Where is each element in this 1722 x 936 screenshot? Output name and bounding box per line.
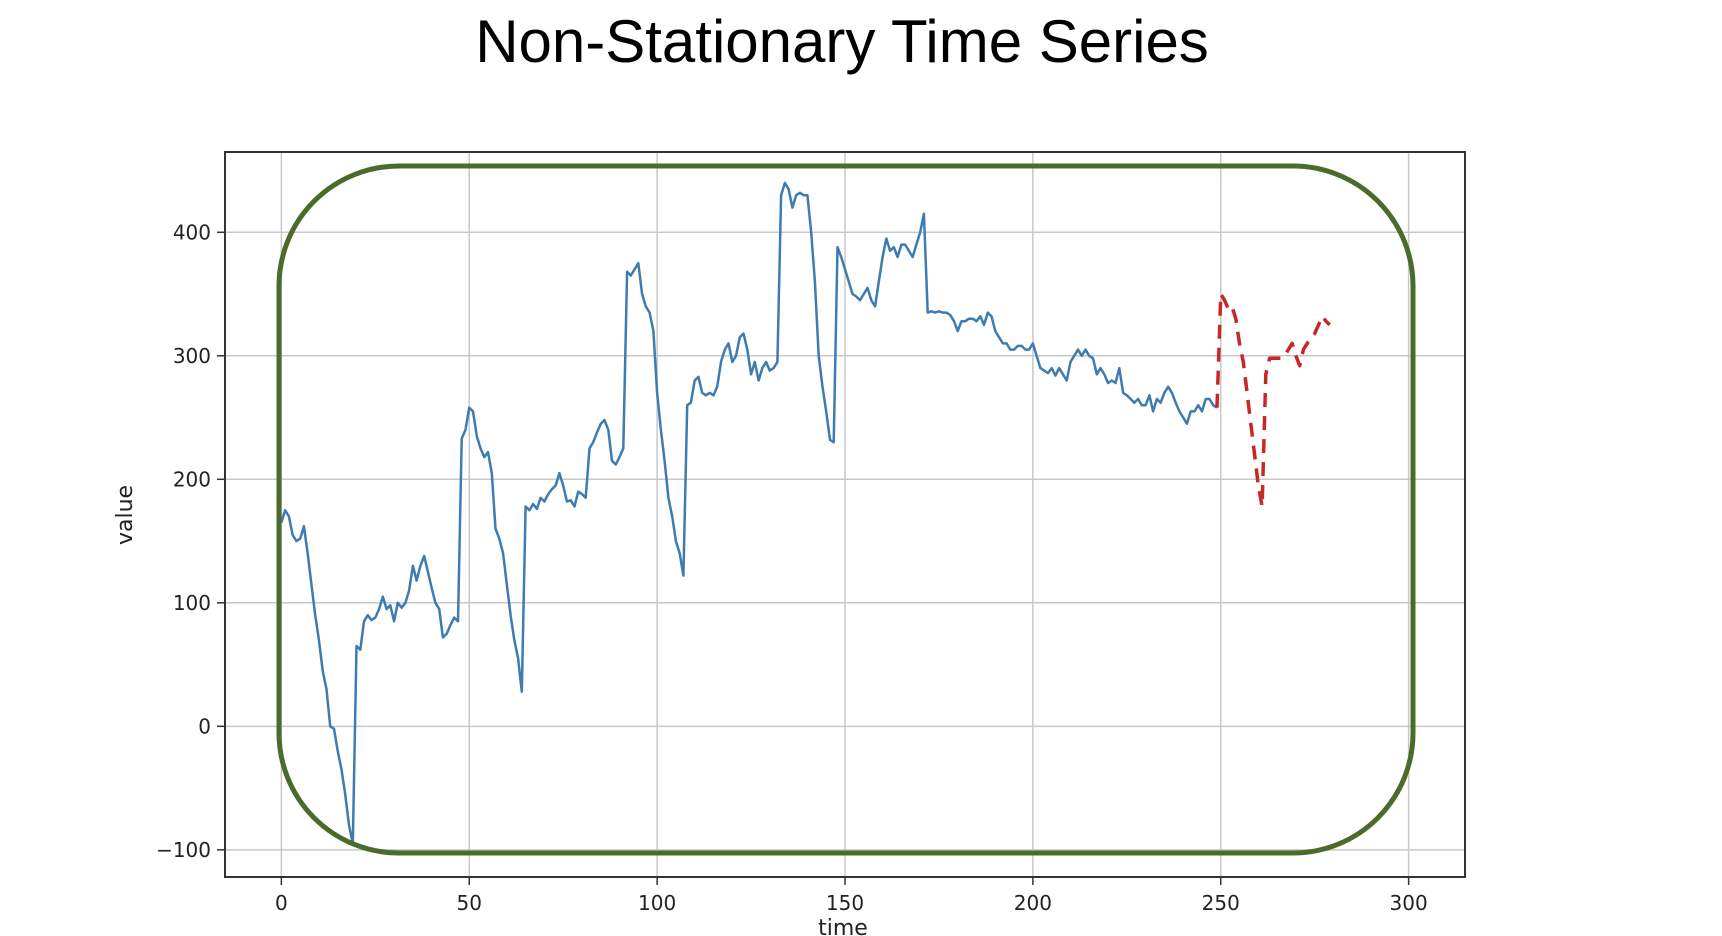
x-axis: 0 50 100 150 200 250 300 [275,877,1428,915]
x-tick-label: 100 [638,891,676,915]
x-tick-label: 200 [1014,891,1052,915]
y-axis: −100 0 100 200 300 400 [156,220,225,862]
y-tick-label: 0 [198,714,211,738]
x-tick-label: 250 [1202,891,1240,915]
y-tick-label: 300 [173,344,211,368]
y-tick-label: 200 [173,467,211,491]
y-axis-label: value [113,485,138,545]
grid [225,152,1465,877]
series-line [280,181,1218,845]
x-tick-label: 0 [275,891,288,915]
chart-title: Non-Stationary Time Series [475,8,1209,75]
x-tick-label: 300 [1390,891,1428,915]
forecast-line [1215,292,1331,509]
y-tick-label: −100 [156,838,211,862]
series-layer [280,181,1331,845]
y-tick-label: 400 [173,220,211,244]
x-axis-label: time [818,916,868,936]
highlight-box [276,163,1416,856]
y-tick-label: 100 [173,591,211,615]
x-tick-label: 150 [826,891,864,915]
x-tick-label: 50 [457,891,482,915]
